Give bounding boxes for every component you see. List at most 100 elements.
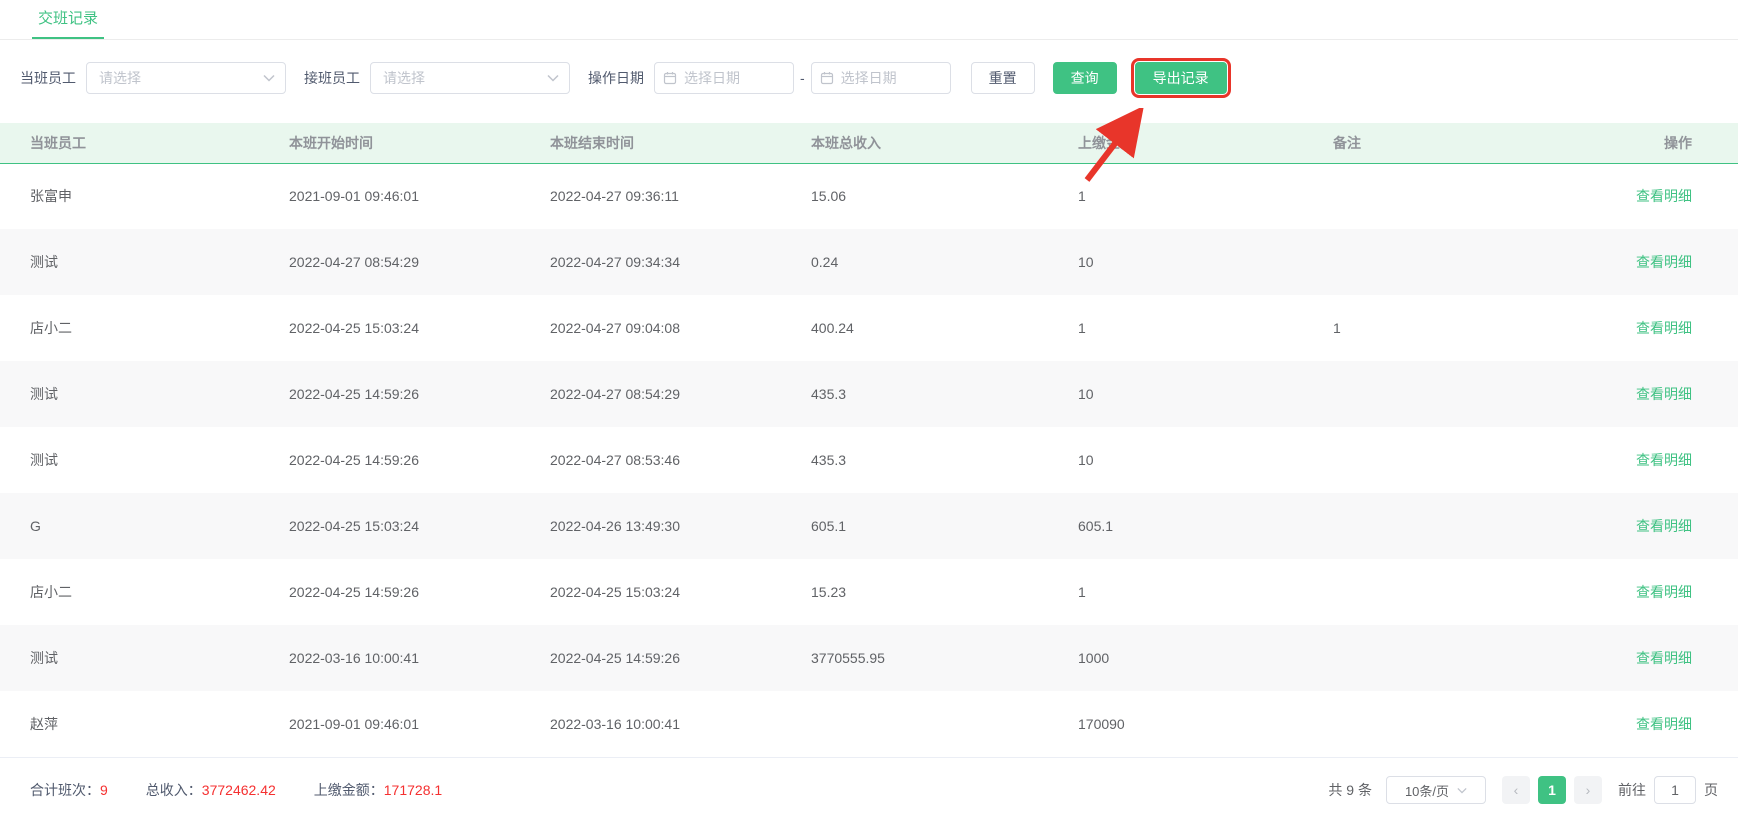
page-size-select[interactable]: 10条/页: [1386, 776, 1486, 804]
tab-shift-records[interactable]: 交班记录: [32, 7, 105, 39]
next-staff-select[interactable]: 请选择: [370, 62, 570, 94]
col-header-income: 本班总收入: [781, 123, 1048, 164]
cell-paid: 1: [1078, 188, 1086, 205]
cell-income: 435.3: [811, 386, 847, 402]
export-annotation-box: 导出记录: [1084, 58, 1231, 182]
cell-action: 查看明细: [1503, 295, 1738, 361]
cell-income: 605.1: [811, 518, 847, 534]
table-row: G 2022-04-25 15:03:24 2022-04-26 13:49:3…: [0, 493, 1738, 559]
cell-staff: 测试: [30, 650, 58, 666]
cell-start-time: 2022-04-25 15:03:24: [289, 518, 419, 534]
cell-end-time: 2022-04-26 13:49:30: [550, 518, 680, 534]
cell-action: 查看明细: [1503, 493, 1738, 559]
cell-start-time: 2021-09-01 09:46:01: [289, 188, 419, 205]
cell-staff: 测试: [30, 452, 58, 468]
cell-start-time: 2021-09-01 09:46:01: [289, 715, 419, 732]
total-income: 总收入：3772462.42: [146, 780, 276, 800]
table-row: 店小二 2022-04-25 15:03:24 2022-04-27 09:04…: [0, 295, 1738, 361]
col-header-paid: 上缴金额: [1048, 123, 1303, 164]
cell-income: 3770555.95: [811, 650, 885, 666]
date-separator: -: [800, 70, 805, 86]
cell-remark: [1303, 559, 1503, 625]
cell-start-time: 2022-04-25 14:59:26: [289, 386, 419, 402]
total-paid: 上缴金额：171728.1: [314, 780, 442, 800]
table-header-row: 当班员工 本班开始时间 本班结束时间 本班总收入 上缴金额 备注 操作: [0, 123, 1738, 164]
cell-income: 15.06: [811, 188, 847, 205]
view-detail-link[interactable]: 查看明细: [1636, 518, 1692, 534]
export-button[interactable]: 导出记录: [1130, 58, 1231, 98]
cell-staff: 张富申: [30, 188, 72, 205]
date-end-input[interactable]: 选择日期: [810, 62, 951, 94]
view-detail-link[interactable]: 查看明细: [1636, 188, 1692, 205]
table-body: 张富申 2021-09-01 09:46:01 2022-04-27 09:36…: [0, 163, 1738, 757]
cell-remark: [1303, 361, 1503, 427]
col-header-remark: 备注: [1303, 123, 1503, 164]
cell-action: 查看明细: [1503, 163, 1738, 229]
tab-bar: 交班记录: [0, 0, 1738, 40]
view-detail-link[interactable]: 查看明细: [1636, 320, 1692, 336]
cell-staff: G: [30, 518, 41, 534]
chevron-down-icon: [263, 74, 275, 82]
pagination: 共 9 条 10条/页 ‹ 1 › 前往 1 页: [1328, 776, 1718, 804]
table-row: 店小二 2022-04-25 14:59:26 2022-04-25 15:03…: [0, 559, 1738, 625]
view-detail-link[interactable]: 查看明细: [1636, 254, 1692, 270]
reset-button[interactable]: 重置: [970, 62, 1035, 94]
date-label: 操作日期: [588, 70, 644, 86]
total-shifts: 合计班次：9: [30, 780, 108, 800]
table-row: 测试 2022-04-25 14:59:26 2022-04-27 08:54:…: [0, 361, 1738, 427]
cell-end-time: 2022-04-25 15:03:24: [550, 584, 680, 600]
cell-paid: 10: [1078, 452, 1094, 468]
calendar-icon: [663, 72, 677, 85]
view-detail-link[interactable]: 查看明细: [1636, 715, 1692, 732]
view-detail-link[interactable]: 查看明细: [1636, 386, 1692, 402]
current-staff-placeholder: 请选择: [99, 70, 141, 86]
total-shifts-value: 9: [100, 782, 108, 798]
view-detail-link[interactable]: 查看明细: [1636, 650, 1692, 666]
next-page-button[interactable]: ›: [1574, 776, 1602, 804]
chevron-down-icon: [1457, 787, 1467, 793]
view-detail-link[interactable]: 查看明细: [1636, 584, 1692, 600]
next-staff-placeholder: 请选择: [383, 70, 425, 86]
cell-income: 435.3: [811, 452, 847, 468]
col-header-staff: 当班员工: [0, 123, 259, 164]
current-staff-select[interactable]: 请选择: [86, 62, 286, 94]
date-end-placeholder: 选择日期: [840, 70, 897, 86]
summary-bar: 合计班次：9 总收入：3772462.42 上缴金额：171728.1: [30, 780, 442, 800]
tab-label: 交班记录: [38, 10, 99, 27]
cell-remark: [1303, 691, 1503, 757]
date-start-input[interactable]: 选择日期: [654, 62, 794, 94]
table-row: 测试 2022-04-27 08:54:29 2022-04-27 09:34:…: [0, 229, 1738, 295]
date-start-placeholder: 选择日期: [684, 70, 740, 86]
cell-action: 查看明细: [1503, 559, 1738, 625]
cell-paid: 1000: [1078, 650, 1110, 666]
cell-action: 查看明细: [1503, 427, 1738, 493]
table-row: 测试 2022-03-16 10:00:41 2022-04-25 14:59:…: [0, 625, 1738, 691]
cell-remark: [1303, 163, 1503, 229]
search-button[interactable]: 查询: [1052, 62, 1117, 94]
footer: 合计班次：9 总收入：3772462.42 上缴金额：171728.1 共 9 …: [0, 758, 1738, 823]
total-paid-value: 171728.1: [383, 782, 443, 798]
cell-staff: 店小二: [30, 584, 72, 600]
cell-start-time: 2022-03-16 10:00:41: [289, 650, 419, 666]
cell-end-time: 2022-04-27 09:34:34: [550, 254, 680, 270]
cell-end-time: 2022-04-25 14:59:26: [550, 650, 680, 666]
total-paid-label: 上缴金额：: [313, 782, 384, 798]
filter-current-staff: 当班员工 请选择: [20, 62, 286, 94]
cell-start-time: 2022-04-27 08:54:29: [289, 254, 419, 270]
prev-page-button[interactable]: ‹: [1502, 776, 1530, 804]
cell-income: 0.24: [811, 254, 839, 270]
total-income-label: 总收入：: [145, 782, 202, 798]
cell-income: 15.23: [811, 584, 847, 600]
goto-page-input[interactable]: 1: [1654, 776, 1696, 804]
view-detail-link[interactable]: 查看明细: [1636, 452, 1692, 468]
chevron-down-icon: [547, 74, 559, 82]
cell-income: 400.24: [811, 320, 854, 336]
cell-staff: 测试: [30, 254, 58, 270]
filter-bar: 当班员工 请选择 接班员工 请选择 操作日期 选择日期 - 选择日期 重置 查询…: [0, 40, 1738, 182]
cell-start-time: 2022-04-25 15:03:24: [289, 320, 419, 336]
cell-staff: 赵萍: [30, 715, 58, 732]
page-number-1[interactable]: 1: [1538, 776, 1566, 804]
cell-action: 查看明细: [1503, 625, 1738, 691]
table-row: 赵萍 2021-09-01 09:46:01 2022-03-16 10:00:…: [0, 691, 1738, 757]
cell-end-time: 2022-03-16 10:00:41: [550, 715, 680, 732]
